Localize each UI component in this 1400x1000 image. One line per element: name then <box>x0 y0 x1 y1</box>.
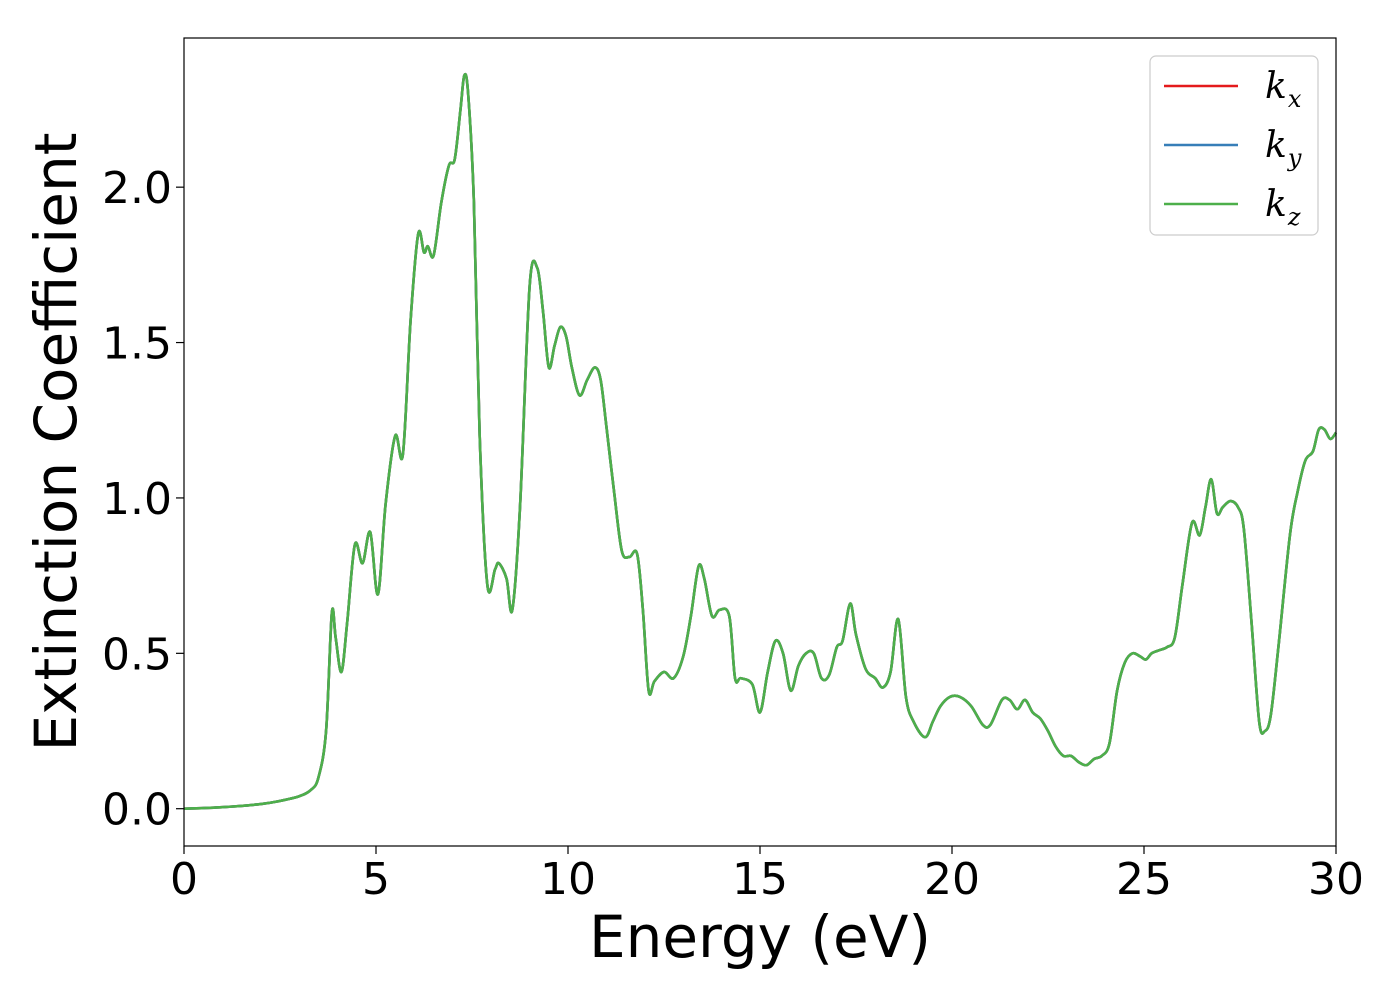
y-tick-label: 1.0 <box>102 474 172 525</box>
y-tick-label: 2.0 <box>102 163 172 214</box>
legend-label-k-x: kx <box>1265 66 1302 113</box>
y-tick-label: 0.0 <box>102 785 172 836</box>
legend: kx ky kz <box>1149 55 1319 236</box>
y-axis: 0.0 0.5 1.0 1.5 2.0 <box>102 163 184 836</box>
x-axis-title: Energy (eV) <box>589 903 931 971</box>
y-tick-label: 0.5 <box>102 629 172 680</box>
x-tick-label: 25 <box>1116 854 1172 905</box>
series-line-k-z <box>183 72 1338 811</box>
x-tick-label: 5 <box>362 854 390 905</box>
series-layer <box>183 72 1338 811</box>
x-tick-label: 15 <box>732 854 788 905</box>
legend-label-k-y: ky <box>1265 125 1302 172</box>
x-tick-label: 30 <box>1308 854 1364 905</box>
x-tick-label: 0 <box>170 854 198 905</box>
y-tick-label: 1.5 <box>102 319 172 370</box>
x-tick-label: 10 <box>540 854 596 905</box>
y-axis-title: Extinction Coefficient <box>22 133 90 752</box>
x-tick-label: 20 <box>924 854 980 905</box>
x-axis: 0 5 10 15 20 25 30 <box>170 846 1364 905</box>
legend-label-k-z: kz <box>1265 184 1301 231</box>
